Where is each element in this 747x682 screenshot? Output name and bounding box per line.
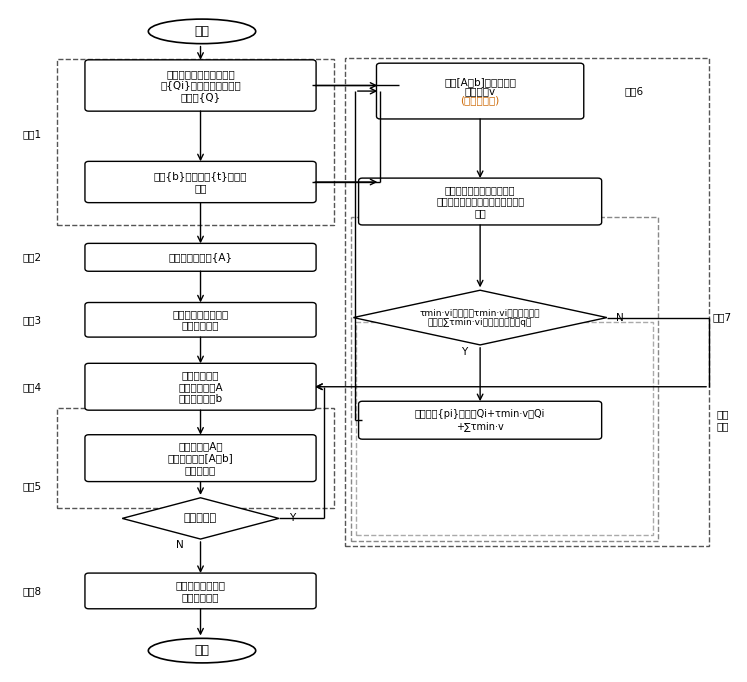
Text: 计算条件几何误差
并判断合格性: 计算条件几何误差 并判断合格性 <box>176 580 226 602</box>
FancyBboxPatch shape <box>85 243 316 271</box>
Text: 根据关键点集
建立分析矩阵A
和分析列向量b: 根据关键点集 建立分析矩阵A 和分析列向量b <box>179 370 223 403</box>
Text: 优化
计算: 优化 计算 <box>716 409 728 431</box>
Text: 建立{b}元素集、{t}状态元
素集: 建立{b}元素集、{t}状态元 素集 <box>154 171 247 193</box>
FancyBboxPatch shape <box>85 434 316 481</box>
Text: 步骤4: 步骤4 <box>22 382 42 391</box>
Text: 列出特征向量集{A}: 列出特征向量集{A} <box>169 252 232 263</box>
FancyBboxPatch shape <box>359 401 601 439</box>
Text: 步骤8: 步骤8 <box>22 586 42 596</box>
FancyBboxPatch shape <box>359 178 601 225</box>
Text: 继续寻优？: 继续寻优？ <box>184 514 217 523</box>
Text: 步骤2: 步骤2 <box>22 252 42 263</box>
Text: 对分析矩阵A及
增广分析矩阵[A，b]
进行秩分析: 对分析矩阵A及 增广分析矩阵[A，b] 进行秩分析 <box>167 441 233 475</box>
Text: 步骤5: 步骤5 <box>22 481 42 491</box>
Text: 加入一个新的关键点
到关键点集中: 加入一个新的关键点 到关键点集中 <box>173 309 229 331</box>
FancyBboxPatch shape <box>376 63 583 119</box>
Text: 在待测条件表面获取测点
集{Qi}，经过坐标变换得
测点集{Q}: 在待测条件表面获取测点 集{Qi}，经过坐标变换得 测点集{Q} <box>160 69 241 102</box>
Text: 步骤7: 步骤7 <box>713 312 732 323</box>
FancyBboxPatch shape <box>85 162 316 203</box>
Ellipse shape <box>149 638 255 663</box>
Text: 以追及问题求新的关键点，
更新被测测点的状态，求解要求更
精确: 以追及问题求新的关键点， 更新被测测点的状态，求解要求更 精确 <box>436 185 524 218</box>
Text: 步骤3: 步骤3 <box>22 315 42 325</box>
Text: N: N <box>616 312 624 323</box>
Text: N: N <box>176 539 184 550</box>
Text: 结束: 结束 <box>194 644 209 657</box>
FancyBboxPatch shape <box>85 60 316 111</box>
Ellipse shape <box>149 19 255 44</box>
Text: Y: Y <box>461 346 467 357</box>
Text: 根据[A，b]计算测点的: 根据[A，b]计算测点的 <box>444 77 516 87</box>
Text: Y: Y <box>289 514 295 523</box>
Text: (二参数形式): (二参数形式) <box>460 95 500 105</box>
FancyBboxPatch shape <box>85 573 316 609</box>
Text: 步骤6: 步骤6 <box>625 86 644 96</box>
Polygon shape <box>123 498 279 539</box>
FancyBboxPatch shape <box>85 364 316 410</box>
Text: τmin·vi的单次值τmin·vi或数次迭代的
累加值∑τmin·vi大于给定的阐值q？: τmin·vi的单次值τmin·vi或数次迭代的 累加值∑τmin·vi大于给定… <box>420 308 540 327</box>
Text: 步骤1: 步骤1 <box>22 130 42 140</box>
Text: 将测点集{pi}更新为Qi+τmin·v或Qi
+∑τmin·v: 将测点集{pi}更新为Qi+τmin·v或Qi +∑τmin·v <box>415 409 545 431</box>
Text: 寻优方向v: 寻优方向v <box>465 86 496 96</box>
Polygon shape <box>353 291 607 345</box>
Text: 开始: 开始 <box>194 25 209 38</box>
FancyBboxPatch shape <box>85 303 316 337</box>
